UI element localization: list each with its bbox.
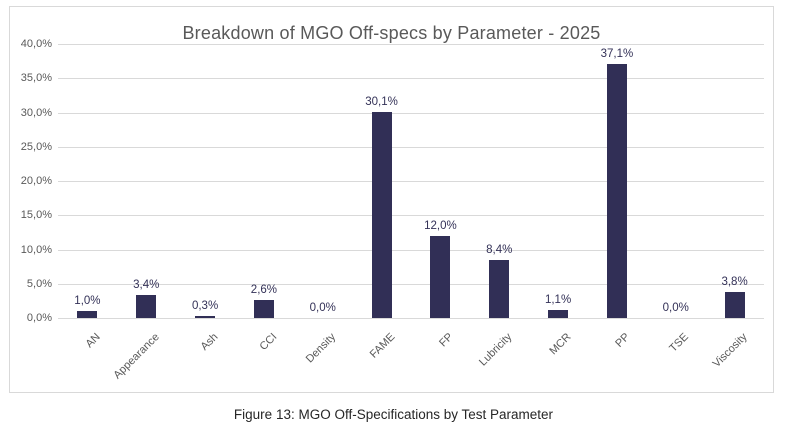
bar-value-label: 3,8%	[721, 275, 748, 288]
y-axis-tick-label: 35,0%	[20, 72, 52, 85]
bar-value-label: 0,0%	[309, 302, 336, 314]
bar	[548, 310, 569, 318]
bar	[606, 63, 627, 318]
gridline	[58, 78, 764, 80]
bar-value-label: 1,0%	[74, 295, 101, 308]
x-axis-category-label: Density	[303, 331, 339, 366]
gridline	[58, 249, 764, 251]
x-axis-category-label: Appearance	[111, 331, 162, 382]
x-axis-category-label: FAME	[367, 331, 398, 361]
bar	[371, 111, 392, 318]
x-axis-category-label: TSE	[667, 331, 692, 355]
gridline	[58, 283, 764, 285]
bar	[430, 235, 451, 318]
bar	[489, 260, 510, 318]
bar-value-label: 12,0%	[424, 219, 457, 232]
bar	[77, 311, 98, 318]
figure-caption: Figure 13: MGO Off-Specifications by Tes…	[233, 407, 554, 422]
y-axis-tick-label: 0,0%	[26, 312, 52, 324]
gridline	[58, 146, 764, 148]
y-axis-tick-label: 40,0%	[20, 38, 52, 50]
bar-value-label: 3,4%	[133, 278, 160, 291]
bar	[724, 291, 745, 318]
y-axis-tick-label: 5,0%	[26, 277, 52, 290]
bar	[253, 300, 274, 318]
gridline	[58, 181, 764, 182]
gridline	[58, 215, 764, 217]
chart-title: Breakdown of MGO Off-specs by Parameter …	[182, 23, 601, 43]
gridline	[58, 44, 764, 45]
y-axis-tick-label: 15,0%	[20, 209, 52, 222]
bar-value-label: 8,4%	[486, 244, 513, 257]
bar-value-label: 1,1%	[544, 294, 572, 307]
y-axis-tick-label: 20,0%	[20, 175, 52, 187]
bar	[136, 294, 157, 318]
x-axis-category-label: CCI	[257, 331, 280, 353]
x-axis-category-label: Lubricity	[477, 331, 515, 369]
x-axis-category-label: Viscosity	[711, 331, 751, 371]
bar-value-label: 2,6%	[250, 284, 278, 297]
gridline	[58, 318, 764, 319]
bar-value-label: 37,1%	[600, 47, 634, 60]
x-axis-category-label: PP	[613, 331, 633, 350]
chart-frame: Breakdown of MGO Off-specs by Parameter …	[9, 6, 774, 393]
y-axis-tick-label: 30,0%	[20, 106, 52, 119]
bar-value-label: 30,1%	[365, 95, 398, 108]
gridline	[58, 112, 764, 114]
bar-value-label: 0,0%	[662, 302, 689, 314]
x-axis-category-label: MCR	[547, 331, 574, 358]
x-axis-category-label: AN	[83, 331, 103, 351]
x-axis-category-label: Ash	[198, 331, 221, 353]
bar	[195, 315, 216, 318]
y-axis-tick-label: 10,0%	[20, 243, 52, 256]
y-axis-tick-label: 25,0%	[20, 140, 52, 153]
x-axis-category-label: FP	[437, 331, 456, 350]
bar-value-label: 0,3%	[191, 299, 219, 312]
